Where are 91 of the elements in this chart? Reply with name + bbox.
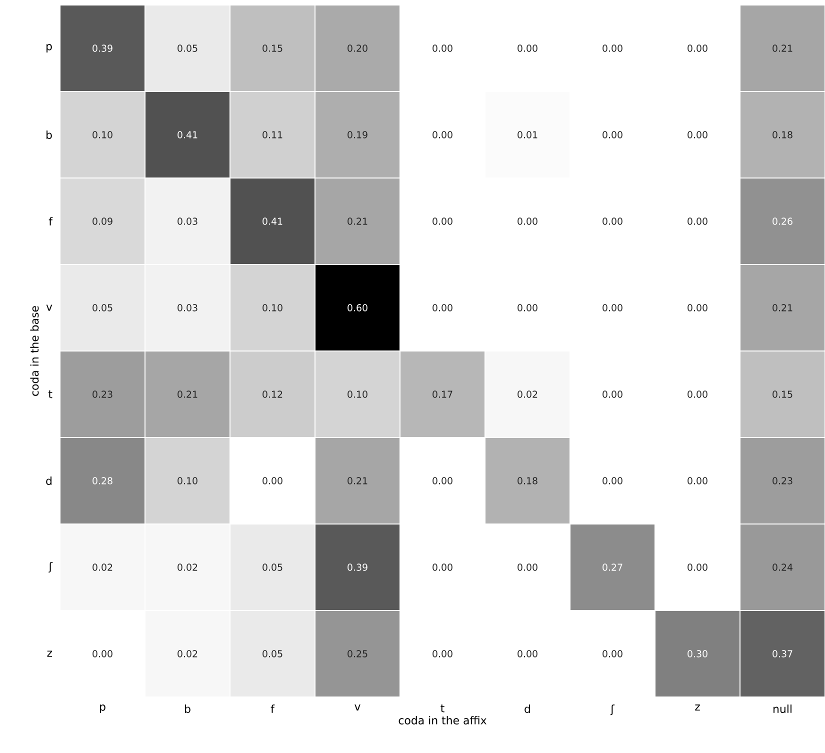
data-label: 0.00 [602,390,622,398]
data-label: 0.00 [92,650,112,658]
data-label: 0.39 [348,564,368,571]
data-label: 0.24 [772,564,793,571]
data-label: 0.60 [348,304,368,312]
data-label: 0.00 [518,304,538,312]
data-label: 0.00 [688,131,708,138]
data-label: 0.26 [772,218,792,225]
data-label: 0.00 [688,477,708,484]
data-label: 0.19 [348,131,368,138]
data-label: 0.12 [262,390,282,398]
data-label: 0.00 [518,218,538,225]
data-label: 0.01 [518,131,538,138]
data-label: 0.00 [688,390,708,398]
data-label: 0.00 [432,131,452,138]
data-label: 0.02 [518,390,538,398]
data-label: 0.00 [688,564,708,571]
data-label: 0.00 [688,218,708,225]
y-tick-label: t [48,390,52,398]
data-label: 0.09 [92,218,112,225]
data-label: 0.00 [518,650,538,658]
data-label: 0.18 [772,131,792,138]
data-label: 0.21 [772,304,792,312]
data-label: 0.05 [262,650,282,658]
data-label: 0.05 [92,304,112,312]
data-label: 0.27 [602,564,622,571]
x-tick-label: null [774,704,792,714]
data-label: 0.02 [178,564,198,571]
x-tick-label: d [524,704,530,714]
data-label: 0.02 [178,650,198,658]
y-tick-label: z [47,650,52,657]
data-label: 0.15 [772,390,792,398]
data-label: 0.00 [688,304,708,312]
x-tick-label: z [695,704,700,711]
data-label: 0.23 [92,390,112,398]
data-label: 0.17 [432,390,452,398]
data-label: 0.00 [602,477,622,484]
data-label: 0.21 [178,390,198,398]
data-label: 0.00 [432,304,452,312]
x-tick-label: f [270,704,275,713]
y-tick-label: p [46,44,52,52]
data-label: 0.28 [92,477,112,484]
data-label: 0.23 [772,477,792,484]
data-label: 0.00 [432,650,452,658]
data-label: 0.03 [178,304,198,312]
data-label: 0.10 [262,304,282,312]
data-label: 0.18 [518,477,538,484]
data-label: 0.00 [432,218,452,225]
data-label: 0.10 [348,390,368,398]
data-label: 0.20 [348,44,368,52]
data-label: 0.00 [602,44,622,52]
data-label: 0.37 [772,650,792,658]
data-label: 0.00 [262,477,282,484]
data-label: 0.11 [262,131,282,138]
data-label: 0.00 [432,477,452,484]
data-label: 0.21 [348,218,368,225]
data-label: 0.21 [772,44,792,52]
data-label: 0.03 [178,218,198,225]
data-label: 0.05 [262,564,282,571]
x-tick-label: t [440,704,444,712]
data-label: 0.15 [262,44,282,52]
data-label: 0.00 [518,44,538,52]
data-label: 0.00 [518,564,538,571]
data-label: 0.30 [688,650,708,658]
x-tick-label: v [354,704,360,711]
data-label: 0.10 [178,477,198,484]
data-label: 0.25 [348,650,368,658]
data-label: 0.00 [602,218,622,225]
data-label: 0.21 [348,477,368,484]
x-tick-label: ʃ [610,704,615,716]
data-label: 0.00 [432,44,452,52]
data-label: 0.41 [262,218,282,225]
y-tick-label: b [46,130,52,139]
data-label: 0.00 [602,650,622,658]
y-tick-label: ʃ [48,562,53,573]
data-label: 0.41 [178,131,198,138]
data-label: 0.00 [688,44,708,52]
x-tick-label: b [185,704,190,714]
data-label: 0.00 [432,564,452,571]
data-label: 0.02 [92,564,112,571]
data-label: 0.10 [92,131,112,138]
y-axis-title: coda in the base [30,306,39,396]
data-label: 0.00 [602,304,622,312]
data-label: 0.39 [92,44,112,52]
y-tick-label: d [46,476,52,485]
y-tick-label: v [46,304,52,311]
data-label: 0.00 [602,131,622,138]
data-label: 0.05 [178,44,198,52]
y-tick-label: f [48,217,53,226]
x-axis-title: coda in the affix [398,716,486,724]
x-tick-label: p [100,704,106,713]
